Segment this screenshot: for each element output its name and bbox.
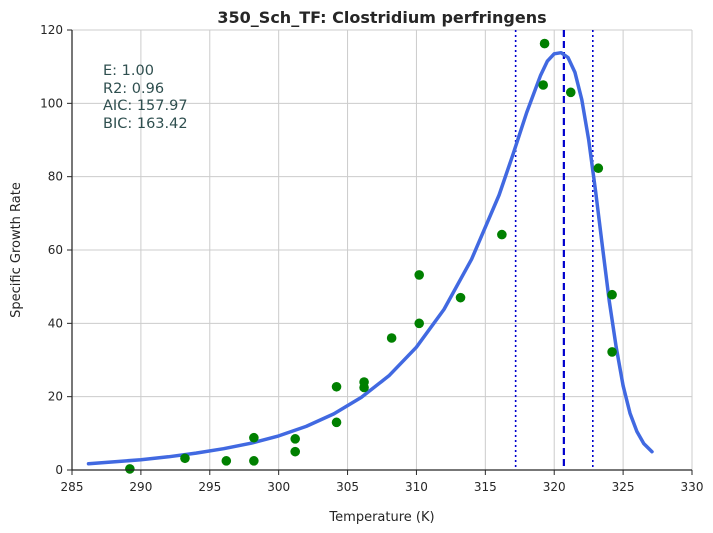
grid [71, 29, 693, 471]
x-tick-label: 285 [61, 480, 84, 494]
data-point [331, 417, 342, 428]
x-tick-label: 305 [336, 480, 359, 494]
data-point [359, 382, 369, 393]
data-point [455, 292, 466, 303]
data-point [414, 270, 425, 280]
stat-bic: BIC: 163.42 [103, 116, 188, 132]
data-point [607, 347, 617, 357]
x-tick-label: 290 [129, 480, 152, 494]
data-point [538, 80, 548, 90]
data-point [539, 38, 550, 49]
x-tick-label: 310 [405, 480, 428, 494]
reference-lines [514, 30, 594, 470]
y-tick-label: 0 [55, 463, 63, 477]
y-tick-label: 20 [48, 390, 63, 404]
fitted-curve [86, 50, 654, 466]
data-point [125, 464, 135, 474]
x-tick-label: 330 [681, 480, 704, 494]
data-point [607, 289, 617, 300]
x-tick-label: 325 [612, 480, 635, 494]
fit-statistics: E: 1.00 R2: 0.96 AIC: 157.97 BIC: 163.42 [103, 63, 188, 132]
observed-points-layer [125, 38, 617, 474]
data-point [565, 87, 576, 98]
data-point [221, 456, 232, 466]
x-tick-label: 320 [543, 480, 566, 494]
y-tick-label: 40 [48, 316, 63, 330]
stat-aic: AIC: 157.97 [103, 98, 188, 114]
y-tick-label: 80 [48, 170, 63, 184]
stat-r2: R2: 0.96 [103, 81, 164, 97]
y-axis-label: Specific Growth Rate [9, 182, 24, 318]
data-point [497, 229, 507, 240]
x-axis-label: Temperature (K) [328, 510, 434, 525]
chart-title: 350_Sch_TF: Clostridium perfringens [217, 8, 546, 27]
y-tick-label: 60 [48, 243, 63, 257]
tick-labels: 285 290 295 300 305 310 315 320 325 330 0 20 40 60 80 1… [40, 23, 703, 494]
x-tick-label: 300 [267, 480, 290, 494]
data-point [290, 446, 301, 457]
data-point [386, 333, 397, 343]
axes [67, 29, 693, 475]
data-point [331, 381, 342, 392]
data-point [593, 163, 604, 174]
y-tick-label: 100 [40, 96, 63, 110]
fitted-curve-layer [86, 50, 654, 466]
data-point [290, 434, 301, 444]
data-point [249, 456, 259, 466]
data-point [414, 318, 425, 329]
x-tick-label: 315 [474, 480, 497, 494]
data-point [249, 432, 259, 443]
data-point [180, 453, 190, 464]
stat-e: E: 1.00 [103, 63, 154, 79]
x-tick-label: 295 [198, 480, 221, 494]
y-tick-label: 120 [40, 23, 63, 37]
